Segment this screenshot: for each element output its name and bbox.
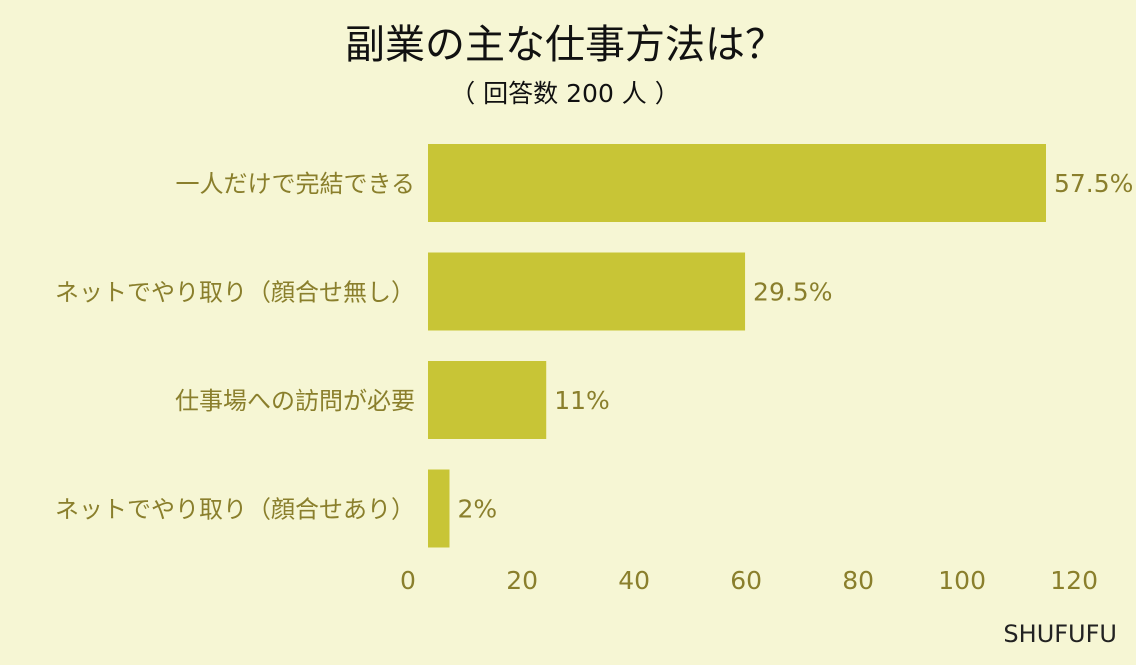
category-label-1: ネットでやり取り（顔合せ無し） <box>55 279 415 307</box>
x-tick-label-1: 20 <box>506 566 538 595</box>
bar-1 <box>428 252 746 331</box>
x-tick-label-2: 40 <box>618 566 650 595</box>
chart-title: 副業の主な仕事方法は？ <box>345 22 785 68</box>
x-tick-label-6: 120 <box>1050 566 1098 595</box>
bar-0 <box>428 144 1046 222</box>
bar-2 <box>428 361 547 439</box>
value-label-3: 2% <box>457 495 497 524</box>
category-label-2: 仕事場への訪問が必要 <box>175 387 415 415</box>
x-tick-label-3: 60 <box>730 566 762 595</box>
category-label-0: 一人だけで完結できる <box>175 170 415 198</box>
value-label-2: 11% <box>554 386 610 415</box>
value-label-1: 29.5% <box>753 278 832 307</box>
x-tick-label-4: 80 <box>842 566 874 595</box>
x-tick-label-5: 100 <box>938 566 986 595</box>
bar-3 <box>428 469 450 548</box>
brand-label: SHUFUFU <box>1003 620 1117 648</box>
x-tick-label-0: 0 <box>400 566 416 595</box>
chart-subtitle: （ 回答数 200 人 ） <box>450 79 680 108</box>
category-label-3: ネットでやり取り（顔合せあり） <box>55 496 415 524</box>
plot-area: 一人だけで完結できる 57.5% ネットでやり取り（顔合せ無し） 29.5% 仕事場への… <box>55 144 1133 548</box>
x-axis: 0 20 40 60 80 100 120 <box>400 566 1098 595</box>
value-label-0: 57.5% <box>1054 169 1133 198</box>
